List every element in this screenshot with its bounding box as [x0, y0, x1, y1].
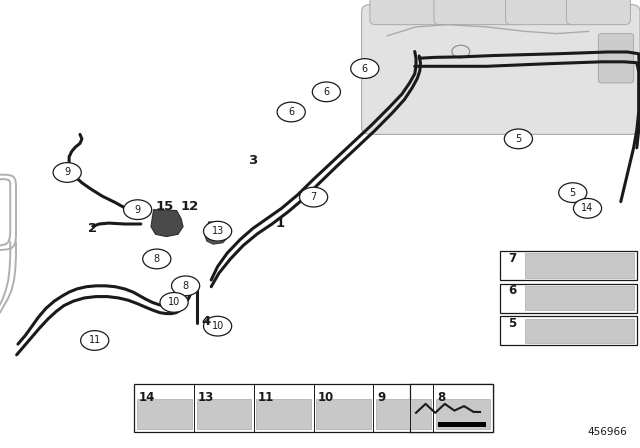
- Polygon shape: [151, 210, 183, 237]
- Circle shape: [573, 198, 602, 218]
- Circle shape: [172, 276, 200, 296]
- Text: 13: 13: [211, 226, 224, 236]
- Text: 12: 12: [180, 200, 198, 214]
- Circle shape: [204, 316, 232, 336]
- Text: 3: 3: [248, 154, 257, 167]
- Bar: [376, 399, 431, 429]
- Bar: [137, 399, 191, 429]
- Bar: [500, 316, 637, 345]
- Text: 8: 8: [437, 391, 445, 404]
- Circle shape: [559, 183, 587, 202]
- Text: 7: 7: [310, 192, 317, 202]
- Circle shape: [204, 221, 232, 241]
- Circle shape: [300, 187, 328, 207]
- Polygon shape: [205, 222, 228, 244]
- Text: 6: 6: [362, 64, 368, 73]
- Circle shape: [504, 129, 532, 149]
- Text: 15: 15: [156, 199, 174, 213]
- Text: 10: 10: [168, 297, 180, 307]
- Text: 8: 8: [182, 281, 189, 291]
- FancyBboxPatch shape: [434, 0, 524, 25]
- Text: 9: 9: [134, 205, 141, 215]
- Bar: [500, 251, 637, 280]
- Bar: [257, 399, 311, 429]
- Text: 6: 6: [323, 87, 330, 97]
- Circle shape: [277, 102, 305, 122]
- FancyBboxPatch shape: [566, 0, 630, 25]
- FancyBboxPatch shape: [362, 4, 640, 134]
- Text: 14: 14: [581, 203, 594, 213]
- Text: 5: 5: [508, 317, 516, 330]
- Text: 1: 1: [275, 216, 284, 230]
- Text: 4: 4: [202, 315, 211, 328]
- Text: 10: 10: [317, 391, 333, 404]
- Bar: [316, 399, 371, 429]
- Bar: [500, 284, 637, 313]
- Text: 13: 13: [198, 391, 214, 404]
- Text: 11: 11: [258, 391, 274, 404]
- Text: 8: 8: [154, 254, 160, 264]
- Text: 6: 6: [508, 284, 516, 297]
- Text: 10: 10: [211, 321, 224, 331]
- Text: 9: 9: [377, 391, 385, 404]
- Text: 5: 5: [515, 134, 522, 144]
- Bar: [196, 399, 252, 429]
- Bar: [134, 384, 493, 432]
- Circle shape: [53, 163, 81, 182]
- Text: 5: 5: [570, 188, 576, 198]
- Bar: [438, 422, 486, 427]
- Text: 14: 14: [138, 391, 155, 404]
- Circle shape: [312, 82, 340, 102]
- Text: 9: 9: [64, 168, 70, 177]
- Circle shape: [160, 293, 188, 312]
- Bar: [525, 319, 634, 343]
- Bar: [436, 399, 490, 429]
- Circle shape: [351, 59, 379, 78]
- Text: 6: 6: [288, 107, 294, 117]
- FancyBboxPatch shape: [370, 0, 447, 25]
- FancyBboxPatch shape: [598, 34, 634, 83]
- Text: 456966: 456966: [588, 427, 627, 437]
- FancyBboxPatch shape: [506, 0, 582, 25]
- Circle shape: [124, 200, 152, 220]
- Circle shape: [143, 249, 171, 269]
- Circle shape: [81, 331, 109, 350]
- Bar: [410, 384, 493, 432]
- Bar: [525, 253, 634, 278]
- Text: 7: 7: [508, 252, 516, 265]
- Bar: [525, 286, 634, 310]
- Text: 2: 2: [88, 222, 97, 235]
- Text: 11: 11: [88, 336, 101, 345]
